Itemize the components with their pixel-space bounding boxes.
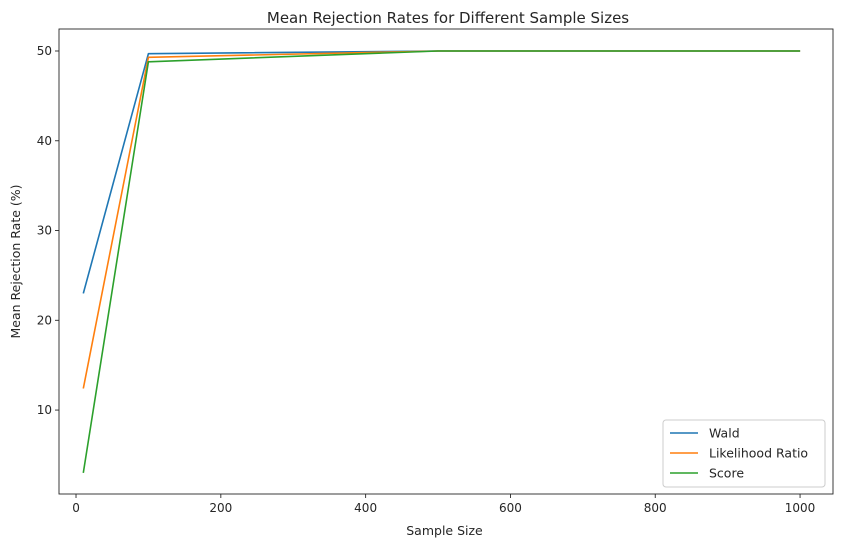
y-tick-label: 10 — [37, 403, 52, 417]
y-axis-label: Mean Rejection Rate (%) — [8, 184, 23, 338]
legend-label-score: Score — [709, 466, 744, 481]
y-tick-label: 30 — [37, 224, 52, 238]
series-line-likelihood-ratio — [82, 50, 801, 389]
legend-label-likelihood-ratio: Likelihood Ratio — [709, 446, 808, 461]
x-axis: 0 200 400 600 800 1000 — [72, 494, 815, 515]
x-tick-label: 400 — [354, 501, 377, 515]
x-tick-label: 0 — [72, 501, 80, 515]
plot-frame — [58, 28, 834, 495]
x-tick-label: 200 — [209, 501, 232, 515]
x-axis-label: Sample Size — [406, 523, 483, 538]
y-axis: 10 20 30 40 50 — [37, 44, 59, 417]
y-tick-label: 20 — [37, 313, 52, 327]
legend: Wald Likelihood Ratio Score — [662, 419, 826, 488]
series-lines — [82, 50, 801, 474]
x-tick-label: 1000 — [785, 501, 816, 515]
chart-title: Mean Rejection Rates for Different Sampl… — [267, 9, 629, 27]
legend-label-wald: Wald — [709, 426, 740, 441]
x-tick-label: 800 — [644, 501, 667, 515]
series-line-score — [82, 50, 801, 474]
series-line-wald — [82, 50, 801, 294]
legend-box — [662, 419, 826, 488]
x-tick-label: 600 — [499, 501, 522, 515]
y-tick-label: 40 — [37, 134, 52, 148]
y-tick-label: 50 — [37, 44, 52, 58]
